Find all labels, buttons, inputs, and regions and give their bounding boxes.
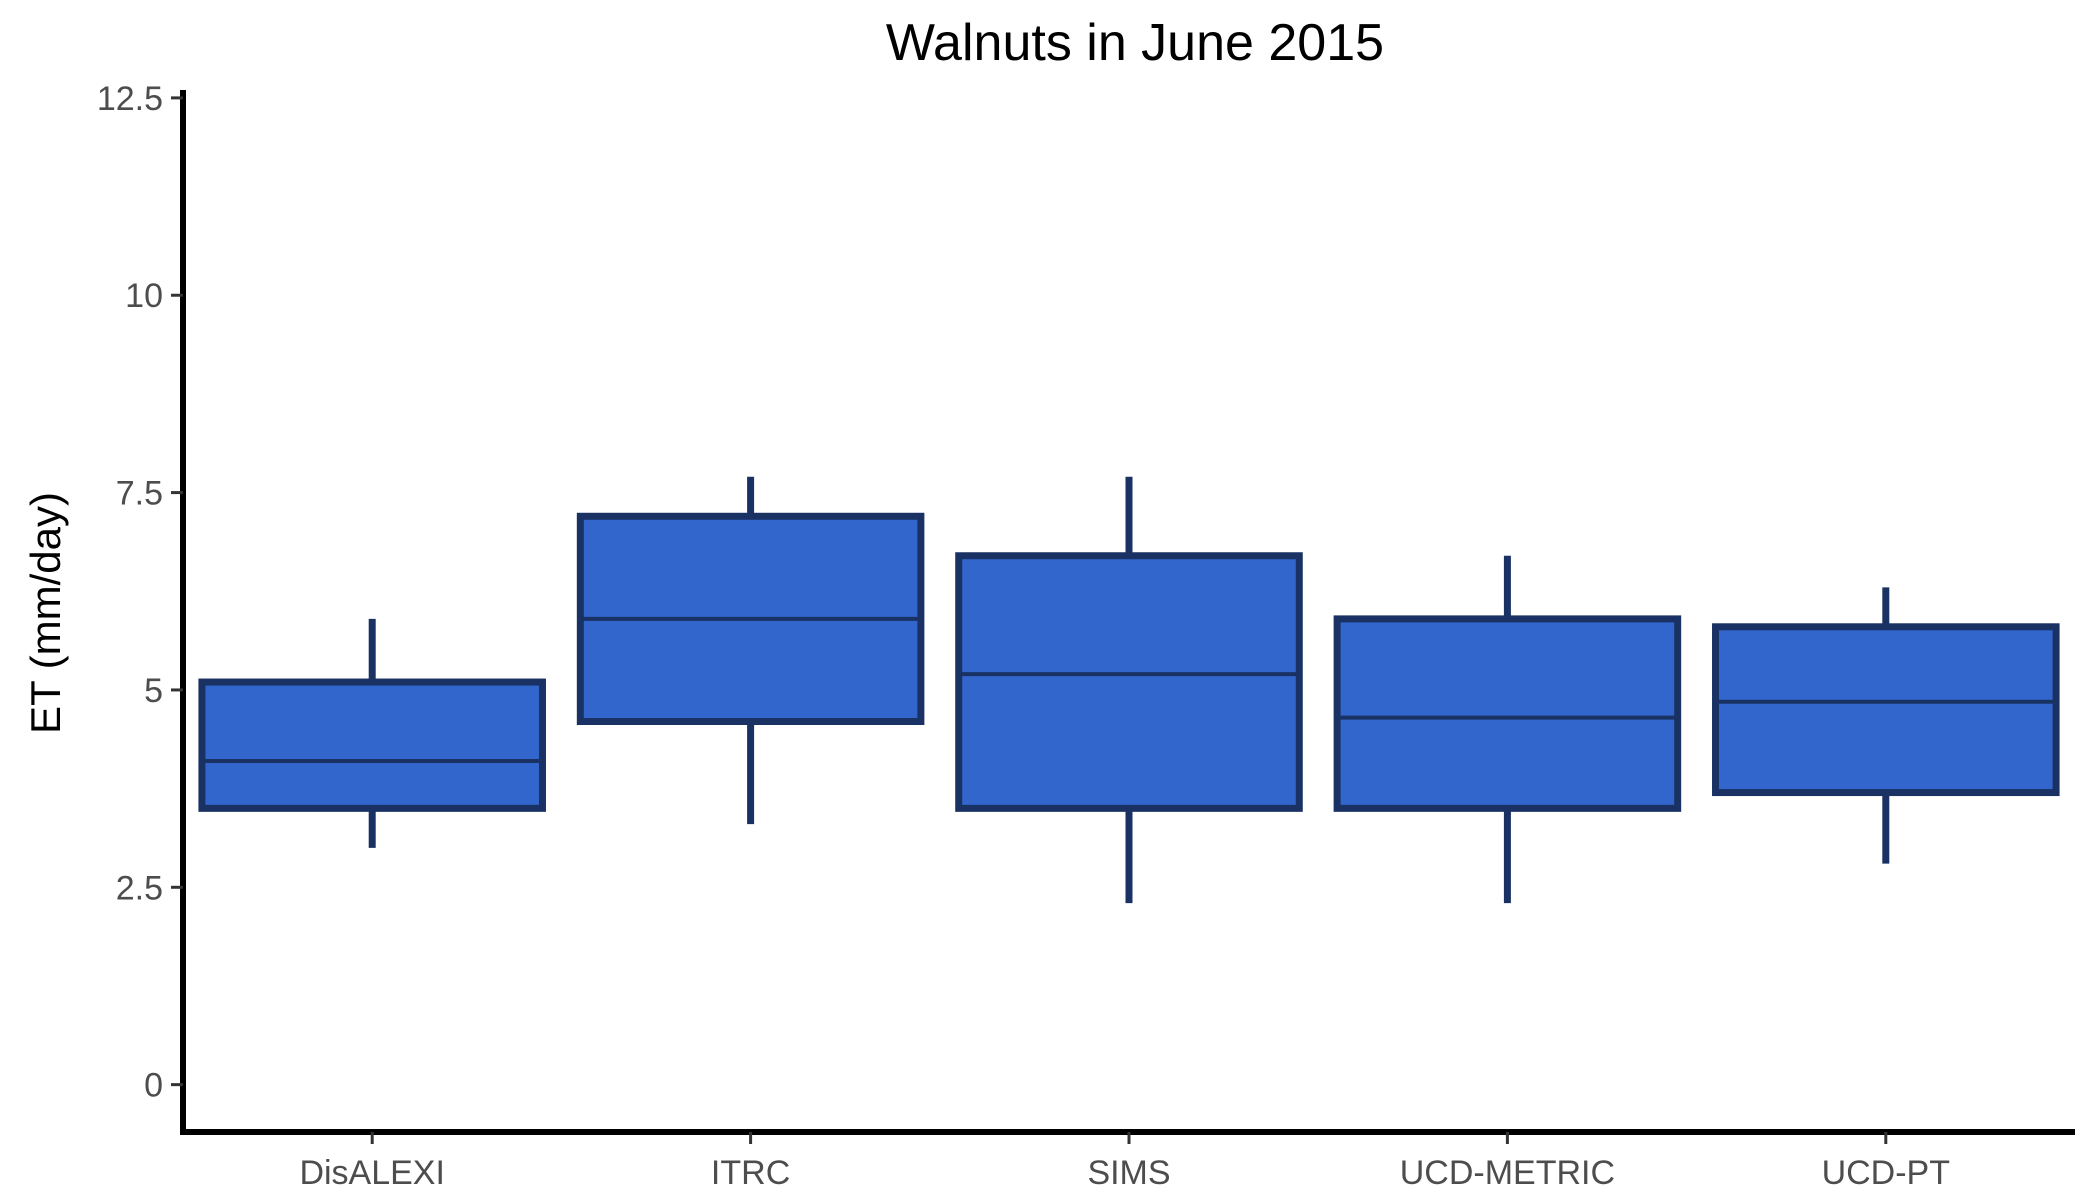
box-iqr <box>1333 615 1682 812</box>
x-tick-label: UCD-METRIC <box>1400 1154 1615 1192</box>
y-tick-label: 2.5 <box>116 869 163 907</box>
plot-area: 0 2.5 5 7.5 10 12.5 DisALEXI ITRC SIMS UCD-METRIC… <box>97 80 2075 1192</box>
box-iqr <box>955 552 1303 812</box>
box-iqr <box>1712 623 2060 797</box>
y-tick-label: 0 <box>144 1067 163 1105</box>
y-tick-label: 12.5 <box>97 80 163 118</box>
x-tick-label: UCD-PT <box>1822 1154 1950 1192</box>
x-tick-label: DisALEXI <box>299 1154 445 1192</box>
y-tick-label: 5 <box>144 672 163 710</box>
y-axis-title: ET (mm/day) <box>22 492 69 734</box>
x-tick-label: ITRC <box>711 1154 790 1192</box>
chart-title: Walnuts in June 2015 <box>886 14 1384 72</box>
box-iqr <box>198 678 546 812</box>
x-tick-label: SIMS <box>1087 1154 1170 1192</box>
y-tick-label: 10 <box>125 277 163 315</box>
y-tick-label: 7.5 <box>116 475 163 513</box>
